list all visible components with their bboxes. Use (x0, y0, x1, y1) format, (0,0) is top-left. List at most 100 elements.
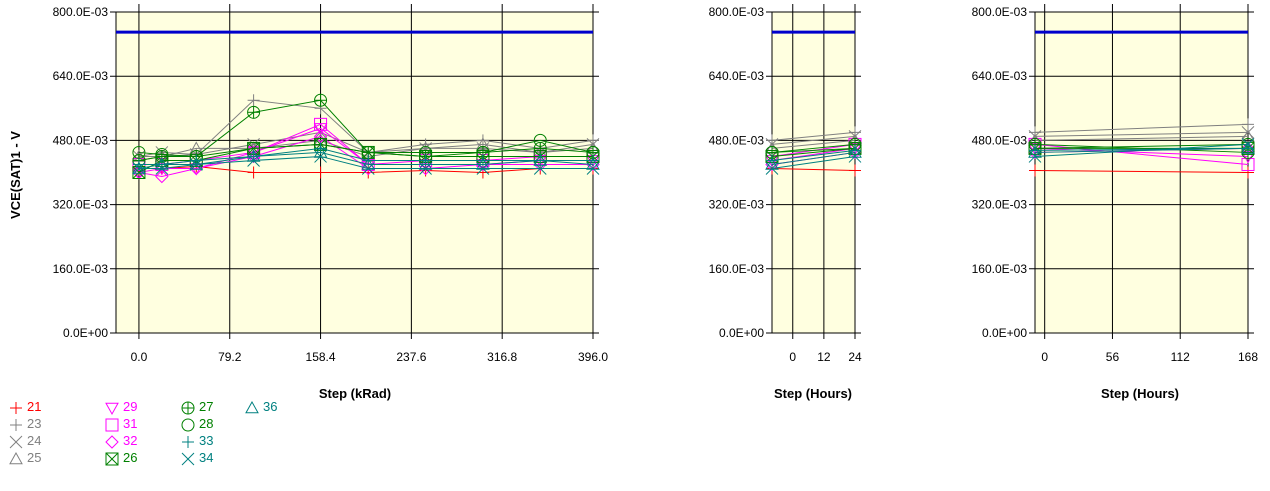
y-tick-label: 640.0E-03 (53, 69, 109, 83)
legend-label: 36 (263, 399, 278, 414)
data-point (476, 157, 490, 170)
data-point (313, 145, 328, 158)
legend-label: 23 (27, 416, 42, 431)
series-line (771, 131, 856, 141)
series-36 (1028, 141, 1255, 158)
y-tick-label: 480.0E-03 (53, 133, 109, 147)
data-point (1029, 164, 1041, 177)
y-tick-label: 480.0E-03 (972, 133, 1028, 147)
legend-label: 32 (123, 433, 138, 448)
y-tick-label: 800.0E-03 (709, 5, 765, 19)
y-tick-label: 0.0E+00 (719, 326, 764, 340)
legend-item-33: 33 (180, 432, 213, 450)
data-point (765, 162, 779, 175)
x-tick-label: 24 (848, 350, 862, 364)
x-tick-label: 0 (1041, 350, 1048, 364)
series-line (138, 155, 593, 169)
diamond-icon (105, 434, 119, 449)
data-point (361, 157, 376, 170)
data-point (533, 153, 548, 166)
chart-panel-hours-168: 0.0E+00 160.0E-03 320.0E-03 480.0E-03 640.0E… (972, 4, 1258, 364)
series-line (771, 143, 856, 153)
data-point (533, 133, 547, 147)
data-point (155, 169, 169, 184)
y-tick-label: 0.0E+00 (63, 326, 108, 340)
series-line (771, 155, 856, 169)
series-line (771, 149, 856, 161)
x-icon (181, 452, 195, 465)
series-34 (765, 150, 862, 175)
series-line (1034, 123, 1249, 133)
series-line (771, 151, 856, 165)
series-line (138, 143, 593, 173)
data-point (1028, 145, 1042, 158)
data-point (848, 145, 862, 158)
y-tick-label: 160.0E-03 (709, 262, 765, 276)
legend-label: 27 (199, 399, 214, 414)
series-line (1034, 143, 1249, 149)
legend-label: 21 (27, 399, 42, 414)
y-tick-label: 640.0E-03 (972, 69, 1028, 83)
data-point (533, 162, 547, 175)
series-21 (1029, 164, 1254, 179)
data-point (1242, 166, 1254, 179)
y-tick-label: 0.0E+00 (982, 326, 1027, 340)
legend-label: 33 (199, 433, 214, 448)
data-point (247, 166, 260, 179)
series-line (138, 165, 593, 174)
x-tick-label: 0 (789, 350, 796, 364)
legend-label: 25 (27, 450, 42, 465)
legend-label: 26 (123, 450, 138, 465)
y-tick-label: 320.0E-03 (53, 198, 109, 212)
series-36 (132, 145, 600, 174)
series-line (1034, 147, 1249, 153)
data-point (1242, 118, 1254, 131)
y-tick-label: 160.0E-03 (972, 262, 1028, 276)
x-axis-label-hours-168: Step (Hours) (1101, 386, 1179, 401)
legend-item-24: 24 (8, 432, 41, 450)
x-tick-label: 0.0 (131, 350, 148, 364)
x-tick-label: 168 (1238, 350, 1258, 364)
x-tick-label: 56 (1106, 350, 1120, 364)
series-line (771, 135, 856, 145)
legend-item-34: 34 (180, 449, 213, 467)
circle-icon (181, 418, 195, 432)
y-tick-label: 480.0E-03 (709, 133, 765, 147)
x-tick-label: 158.4 (306, 350, 336, 364)
legend-item-36: 36 (244, 398, 277, 416)
data-point (849, 164, 861, 177)
plot-area (771, 11, 856, 334)
data-point (314, 126, 327, 139)
legend-label: 34 (199, 450, 214, 465)
data-point (189, 157, 204, 170)
data-point (313, 123, 328, 136)
series-36 (765, 145, 862, 170)
series-line (771, 147, 856, 157)
triangle-down-icon (105, 402, 119, 415)
series-line (138, 151, 594, 169)
x-tick-label: 396.0 (578, 350, 608, 364)
legend-item-23: 23 (8, 415, 41, 433)
data-point (848, 150, 862, 163)
y-tick-label: 800.0E-03 (53, 5, 109, 19)
x-tick-label: 237.6 (396, 350, 426, 364)
legend-item-27: 27 (180, 398, 213, 416)
legend-label: 31 (123, 416, 138, 431)
plus-icon (182, 435, 194, 448)
series-line (138, 147, 593, 165)
x-tick-label: 112 (1171, 350, 1190, 364)
data-point (586, 157, 600, 170)
y-tick-label: 640.0E-03 (709, 69, 765, 83)
series-line (1034, 169, 1249, 173)
triangle-up-icon (245, 400, 259, 413)
y-tick-label: 160.0E-03 (53, 262, 109, 276)
series-line (138, 135, 593, 178)
y-tick-label: 320.0E-03 (972, 198, 1028, 212)
legend-item-21: 21 (8, 398, 41, 416)
data-point (132, 161, 146, 174)
series-line (1034, 131, 1249, 137)
square-x-icon (105, 452, 119, 466)
plus-icon (10, 418, 22, 431)
legend-item-26: 26 (104, 449, 137, 467)
